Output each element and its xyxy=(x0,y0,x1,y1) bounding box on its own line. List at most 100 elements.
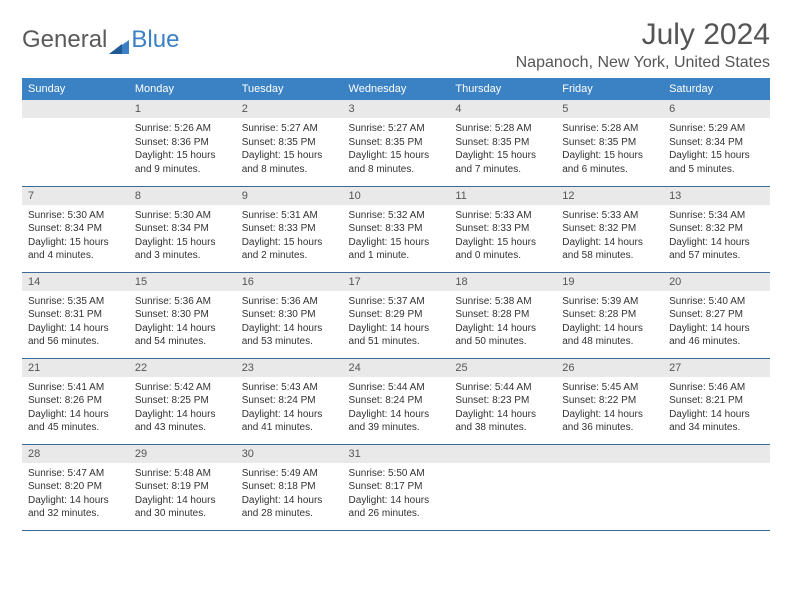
day-details: Sunrise: 5:34 AMSunset: 8:32 PMDaylight:… xyxy=(663,205,770,267)
calendar-day: 15Sunrise: 5:36 AMSunset: 8:30 PMDayligh… xyxy=(129,272,236,358)
day-number: 2 xyxy=(236,100,343,118)
day-details: Sunrise: 5:49 AMSunset: 8:18 PMDaylight:… xyxy=(236,463,343,525)
day-details: Sunrise: 5:39 AMSunset: 8:28 PMDaylight:… xyxy=(556,291,663,353)
day-number: 7 xyxy=(22,187,129,205)
day-number: 6 xyxy=(663,100,770,118)
day-details: Sunrise: 5:37 AMSunset: 8:29 PMDaylight:… xyxy=(343,291,450,353)
calendar-row: 14Sunrise: 5:35 AMSunset: 8:31 PMDayligh… xyxy=(22,272,770,358)
day-number: 4 xyxy=(449,100,556,118)
day-number: 24 xyxy=(343,359,450,377)
day-number: 14 xyxy=(22,273,129,291)
day-details: Sunrise: 5:30 AMSunset: 8:34 PMDaylight:… xyxy=(22,205,129,267)
weekday-header: Friday xyxy=(556,78,663,100)
calendar-day: 6Sunrise: 5:29 AMSunset: 8:34 PMDaylight… xyxy=(663,100,770,186)
weekday-header: Tuesday xyxy=(236,78,343,100)
day-number: 3 xyxy=(343,100,450,118)
calendar-body: 1Sunrise: 5:26 AMSunset: 8:36 PMDaylight… xyxy=(22,100,770,530)
day-details: Sunrise: 5:47 AMSunset: 8:20 PMDaylight:… xyxy=(22,463,129,525)
day-details: Sunrise: 5:50 AMSunset: 8:17 PMDaylight:… xyxy=(343,463,450,525)
day-number: 10 xyxy=(343,187,450,205)
calendar-day: 26Sunrise: 5:45 AMSunset: 8:22 PMDayligh… xyxy=(556,358,663,444)
calendar-day: 7Sunrise: 5:30 AMSunset: 8:34 PMDaylight… xyxy=(22,186,129,272)
calendar-day: 14Sunrise: 5:35 AMSunset: 8:31 PMDayligh… xyxy=(22,272,129,358)
day-number: 25 xyxy=(449,359,556,377)
day-details: Sunrise: 5:27 AMSunset: 8:35 PMDaylight:… xyxy=(343,118,450,180)
day-details: Sunrise: 5:42 AMSunset: 8:25 PMDaylight:… xyxy=(129,377,236,439)
brand-text-1: General xyxy=(22,26,107,54)
day-number: 27 xyxy=(663,359,770,377)
day-number: 20 xyxy=(663,273,770,291)
brand-text-2: Blue xyxy=(131,26,179,54)
day-number: 1 xyxy=(129,100,236,118)
calendar-day: 24Sunrise: 5:44 AMSunset: 8:24 PMDayligh… xyxy=(343,358,450,444)
calendar-day: 16Sunrise: 5:36 AMSunset: 8:30 PMDayligh… xyxy=(236,272,343,358)
day-number: 8 xyxy=(129,187,236,205)
day-number: 12 xyxy=(556,187,663,205)
weekday-header: Saturday xyxy=(663,78,770,100)
calendar-row: 7Sunrise: 5:30 AMSunset: 8:34 PMDaylight… xyxy=(22,186,770,272)
weekday-header: Wednesday xyxy=(343,78,450,100)
day-details: Sunrise: 5:46 AMSunset: 8:21 PMDaylight:… xyxy=(663,377,770,439)
title-block: July 2024 Napanoch, New York, United Sta… xyxy=(516,18,770,72)
calendar-day: 19Sunrise: 5:39 AMSunset: 8:28 PMDayligh… xyxy=(556,272,663,358)
calendar-day: 31Sunrise: 5:50 AMSunset: 8:17 PMDayligh… xyxy=(343,444,450,530)
day-details: Sunrise: 5:36 AMSunset: 8:30 PMDaylight:… xyxy=(129,291,236,353)
calendar-day: 9Sunrise: 5:31 AMSunset: 8:33 PMDaylight… xyxy=(236,186,343,272)
day-number: 13 xyxy=(663,187,770,205)
calendar-day: 12Sunrise: 5:33 AMSunset: 8:32 PMDayligh… xyxy=(556,186,663,272)
logo-triangle-icon xyxy=(109,33,129,47)
calendar-day: 27Sunrise: 5:46 AMSunset: 8:21 PMDayligh… xyxy=(663,358,770,444)
day-details: Sunrise: 5:31 AMSunset: 8:33 PMDaylight:… xyxy=(236,205,343,267)
calendar-day-empty xyxy=(449,444,556,530)
day-number: 9 xyxy=(236,187,343,205)
day-details: Sunrise: 5:38 AMSunset: 8:28 PMDaylight:… xyxy=(449,291,556,353)
day-details: Sunrise: 5:41 AMSunset: 8:26 PMDaylight:… xyxy=(22,377,129,439)
weekday-header: Monday xyxy=(129,78,236,100)
calendar-day: 11Sunrise: 5:33 AMSunset: 8:33 PMDayligh… xyxy=(449,186,556,272)
day-number: 22 xyxy=(129,359,236,377)
calendar-day: 29Sunrise: 5:48 AMSunset: 8:19 PMDayligh… xyxy=(129,444,236,530)
day-number: 31 xyxy=(343,445,450,463)
day-number: 30 xyxy=(236,445,343,463)
day-details: Sunrise: 5:27 AMSunset: 8:35 PMDaylight:… xyxy=(236,118,343,180)
calendar-day: 25Sunrise: 5:44 AMSunset: 8:23 PMDayligh… xyxy=(449,358,556,444)
day-number: 29 xyxy=(129,445,236,463)
day-number: 17 xyxy=(343,273,450,291)
day-details: Sunrise: 5:35 AMSunset: 8:31 PMDaylight:… xyxy=(22,291,129,353)
day-details: Sunrise: 5:26 AMSunset: 8:36 PMDaylight:… xyxy=(129,118,236,180)
day-details: Sunrise: 5:36 AMSunset: 8:30 PMDaylight:… xyxy=(236,291,343,353)
calendar-day: 3Sunrise: 5:27 AMSunset: 8:35 PMDaylight… xyxy=(343,100,450,186)
weekday-header: Sunday xyxy=(22,78,129,100)
day-number: 28 xyxy=(22,445,129,463)
calendar-day-empty xyxy=(663,444,770,530)
calendar-day: 20Sunrise: 5:40 AMSunset: 8:27 PMDayligh… xyxy=(663,272,770,358)
day-details: Sunrise: 5:48 AMSunset: 8:19 PMDaylight:… xyxy=(129,463,236,525)
brand-logo: General Blue xyxy=(22,18,179,54)
day-details: Sunrise: 5:44 AMSunset: 8:23 PMDaylight:… xyxy=(449,377,556,439)
location-text: Napanoch, New York, United States xyxy=(516,54,770,72)
day-number: 18 xyxy=(449,273,556,291)
calendar-day: 23Sunrise: 5:43 AMSunset: 8:24 PMDayligh… xyxy=(236,358,343,444)
calendar-day: 28Sunrise: 5:47 AMSunset: 8:20 PMDayligh… xyxy=(22,444,129,530)
header: General Blue July 2024 Napanoch, New Yor… xyxy=(22,18,770,72)
day-number: 21 xyxy=(22,359,129,377)
calendar-day: 13Sunrise: 5:34 AMSunset: 8:32 PMDayligh… xyxy=(663,186,770,272)
calendar-row: 21Sunrise: 5:41 AMSunset: 8:26 PMDayligh… xyxy=(22,358,770,444)
day-number: 26 xyxy=(556,359,663,377)
month-title: July 2024 xyxy=(516,18,770,52)
day-details: Sunrise: 5:43 AMSunset: 8:24 PMDaylight:… xyxy=(236,377,343,439)
calendar-day: 5Sunrise: 5:28 AMSunset: 8:35 PMDaylight… xyxy=(556,100,663,186)
day-number: 19 xyxy=(556,273,663,291)
calendar-day: 30Sunrise: 5:49 AMSunset: 8:18 PMDayligh… xyxy=(236,444,343,530)
calendar-day: 21Sunrise: 5:41 AMSunset: 8:26 PMDayligh… xyxy=(22,358,129,444)
day-number: 16 xyxy=(236,273,343,291)
day-details: Sunrise: 5:45 AMSunset: 8:22 PMDaylight:… xyxy=(556,377,663,439)
calendar-day: 10Sunrise: 5:32 AMSunset: 8:33 PMDayligh… xyxy=(343,186,450,272)
day-details: Sunrise: 5:40 AMSunset: 8:27 PMDaylight:… xyxy=(663,291,770,353)
day-details: Sunrise: 5:33 AMSunset: 8:33 PMDaylight:… xyxy=(449,205,556,267)
calendar-day: 1Sunrise: 5:26 AMSunset: 8:36 PMDaylight… xyxy=(129,100,236,186)
weekday-header-row: SundayMondayTuesdayWednesdayThursdayFrid… xyxy=(22,78,770,100)
day-number: 11 xyxy=(449,187,556,205)
calendar-day-empty xyxy=(556,444,663,530)
calendar-row: 28Sunrise: 5:47 AMSunset: 8:20 PMDayligh… xyxy=(22,444,770,530)
